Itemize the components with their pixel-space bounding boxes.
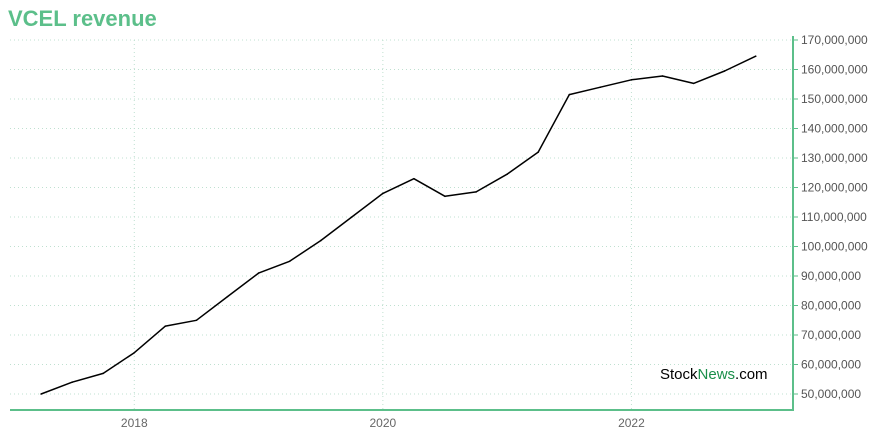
data-point [350, 216, 353, 218]
data-point [164, 325, 167, 327]
data-point [195, 319, 198, 322]
data-point [382, 192, 384, 195]
y-tick-label: 50,000,000 [801, 387, 861, 401]
y-tick-label: 120,000,000 [801, 181, 868, 195]
data-point [723, 70, 726, 72]
y-tick-label: 160,000,000 [801, 63, 868, 77]
y-tick-label: 90,000,000 [801, 269, 861, 283]
x-axis-ticks: 2018 2020 2022 [121, 416, 645, 430]
data-point [288, 260, 291, 263]
y-tick-label: 80,000,000 [801, 299, 861, 313]
x-tick-label: 2020 [370, 416, 397, 430]
watermark-com: .com [735, 366, 768, 383]
data-point [226, 295, 229, 298]
data-point [692, 82, 695, 85]
stocknews-watermark: StockNews.com [660, 366, 768, 383]
data-point [40, 393, 42, 395]
data-point [257, 272, 260, 274]
data-point [568, 93, 571, 96]
data-point [506, 173, 508, 176]
data-point [71, 381, 73, 384]
y-tick-label: 140,000,000 [801, 122, 868, 136]
data-point [102, 372, 105, 375]
data-point [475, 191, 477, 193]
watermark-stock: Stock [660, 366, 698, 383]
y-tick-label: 110,000,000 [801, 210, 867, 224]
data-point [599, 86, 602, 88]
series-layer [40, 55, 757, 395]
watermark-news: News [698, 366, 736, 383]
data-point [630, 79, 633, 81]
y-tick-label: 60,000,000 [801, 358, 861, 372]
grid-lines [10, 39, 793, 410]
series-line [40, 55, 757, 395]
y-tick-label: 100,000,000 [801, 240, 868, 254]
data-point [661, 75, 664, 77]
data-point [754, 55, 757, 58]
y-tick-label: 170,000,000 [801, 33, 868, 47]
x-tick-label: 2018 [121, 416, 148, 430]
data-point [537, 151, 540, 153]
y-axis-ticks: 50,000,000 60,000,000 70,000,000 80,000,000… [801, 33, 868, 401]
y-tick-label: 130,000,000 [801, 151, 868, 165]
chart-title: VCEL revenue [8, 6, 157, 31]
data-point [413, 177, 415, 180]
y-tick-label: 70,000,000 [801, 328, 861, 342]
data-point [319, 239, 322, 242]
y-tick-label: 150,000,000 [801, 92, 868, 106]
axes [10, 36, 798, 411]
x-tick-label: 2022 [618, 416, 645, 430]
data-point [444, 195, 446, 198]
data-point [133, 351, 136, 354]
